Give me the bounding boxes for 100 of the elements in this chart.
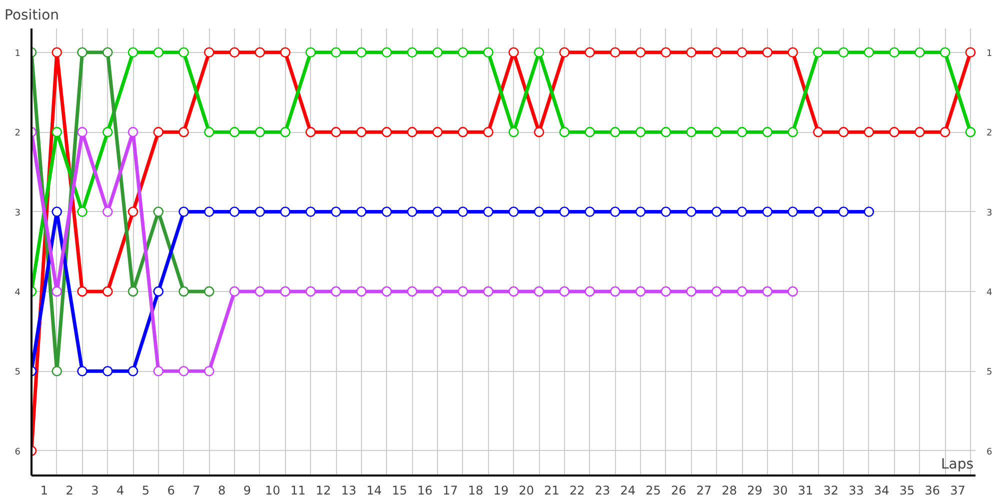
point <box>635 47 646 58</box>
point <box>458 286 468 297</box>
y2-tick-label: 1 <box>986 48 992 59</box>
x-tick-label: 30 <box>772 484 788 498</box>
y-tick-label: 1 <box>14 48 21 59</box>
point <box>102 47 113 58</box>
point <box>330 126 342 138</box>
point <box>458 47 468 58</box>
point <box>382 286 392 297</box>
point <box>534 286 544 297</box>
y2-tick-label: 6 <box>986 447 992 458</box>
point <box>534 206 544 217</box>
point <box>813 47 824 58</box>
point <box>686 47 696 58</box>
point <box>128 366 138 376</box>
point <box>762 126 773 138</box>
x-tick-label: 36 <box>924 484 940 498</box>
point <box>788 286 798 297</box>
point <box>128 47 138 58</box>
point <box>77 286 88 297</box>
y2-tick-label: 2 <box>986 128 992 139</box>
point <box>940 47 950 58</box>
y2-tick-label: 3 <box>986 208 992 218</box>
point <box>889 126 900 138</box>
point <box>432 126 443 138</box>
point <box>660 126 672 138</box>
point <box>102 366 113 376</box>
point <box>610 286 620 297</box>
x-tick-label: 24 <box>620 484 636 498</box>
y-tick-label: 2 <box>14 128 21 139</box>
point <box>686 126 696 138</box>
point <box>102 206 113 217</box>
point <box>965 47 976 58</box>
point <box>330 47 342 58</box>
point <box>712 126 722 138</box>
x-tick-label: 21 <box>544 484 560 498</box>
x-tick-label: 12 <box>316 484 331 498</box>
point <box>736 206 748 217</box>
point <box>178 206 189 217</box>
point <box>254 286 266 297</box>
y2-tick-label: 5 <box>986 368 992 378</box>
point <box>559 206 570 217</box>
point <box>356 286 367 297</box>
x-tick-label: 8 <box>218 484 226 498</box>
x-tick-label: 13 <box>341 484 356 498</box>
point <box>864 126 874 138</box>
point <box>178 286 189 297</box>
point <box>610 47 620 58</box>
point <box>204 366 214 376</box>
point <box>813 206 824 217</box>
point <box>153 206 164 217</box>
point <box>559 47 570 58</box>
point <box>178 47 189 58</box>
point <box>559 126 570 138</box>
point <box>356 47 367 58</box>
point <box>483 286 494 297</box>
point <box>229 126 240 138</box>
point <box>356 126 367 138</box>
point <box>432 206 443 217</box>
x-tick-label: 17 <box>442 484 458 498</box>
point <box>584 47 595 58</box>
x-tick-label: 4 <box>116 484 124 498</box>
y-axis-title: Position <box>4 8 60 24</box>
point <box>813 126 824 138</box>
point <box>178 126 189 138</box>
point <box>736 47 748 58</box>
point <box>305 206 316 217</box>
point <box>432 47 443 58</box>
point <box>584 206 595 217</box>
point <box>305 286 316 297</box>
point <box>483 206 494 217</box>
point <box>635 126 646 138</box>
point <box>483 126 494 138</box>
x-tick-label: 32 <box>823 484 838 498</box>
y-tick-label: 6 <box>14 447 21 458</box>
x-tick-label: 37 <box>950 484 966 498</box>
point <box>864 47 874 58</box>
x-tick-label: 34 <box>874 484 890 498</box>
point <box>153 366 164 376</box>
point <box>635 206 646 217</box>
x-tick-label: 28 <box>722 484 737 498</box>
point <box>788 126 798 138</box>
point <box>52 206 62 217</box>
point <box>406 126 418 138</box>
point <box>838 47 849 58</box>
point <box>382 126 392 138</box>
x-tick-label: 29 <box>747 484 762 498</box>
point <box>584 286 595 297</box>
x-tick-label: 26 <box>670 484 686 498</box>
point <box>153 47 164 58</box>
x-tick-label: 27 <box>696 484 712 498</box>
point <box>458 206 468 217</box>
point <box>534 47 544 58</box>
point <box>736 286 748 297</box>
x-tick-label: 14 <box>366 484 382 498</box>
x-tick-label: 20 <box>518 484 534 498</box>
point <box>712 286 722 297</box>
point <box>635 286 646 297</box>
x-tick-label: 6 <box>167 484 175 498</box>
point <box>382 206 392 217</box>
